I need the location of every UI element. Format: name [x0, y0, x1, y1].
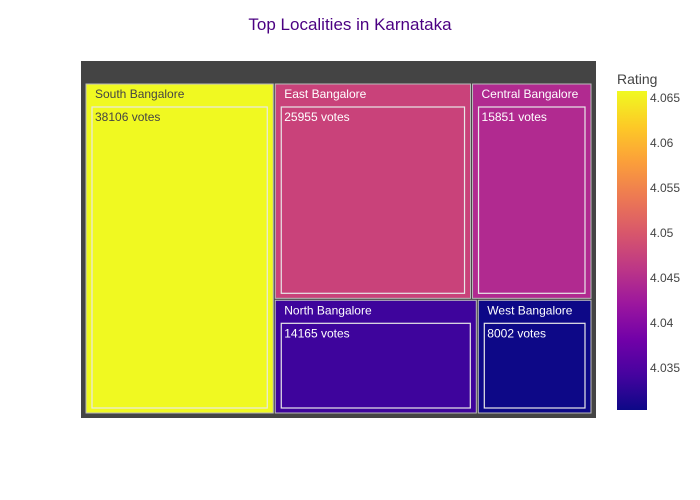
colorbar-tick-4-065: 4.065	[650, 91, 680, 105]
chart-title: Top Localities in Karnataka	[248, 15, 452, 34]
leaf-label-south-bangalore: 38106 votes	[95, 110, 160, 124]
colorbar-bar	[617, 91, 647, 410]
leaf-label-east-bangalore: 25955 votes	[284, 110, 349, 124]
leaf-rect-north-bangalore[interactable]	[280, 322, 471, 409]
leaf-rect-south-bangalore[interactable]	[91, 106, 268, 409]
tile-label-south-bangalore: South Bangalore	[95, 87, 185, 101]
leaf-rect-central-bangalore[interactable]	[477, 106, 586, 294]
tile-east-bangalore[interactable]: East Bangalore 25955 votes	[274, 83, 472, 299]
colorbar-tick-4-06: 4.06	[650, 136, 674, 150]
colorbar-title: Rating	[617, 71, 657, 87]
treemap-tiles: South Bangalore 38106 votes East Bangalore…	[85, 83, 592, 414]
colorbar-tick-4-035: 4.035	[650, 361, 680, 375]
tile-central-bangalore[interactable]: Central Bangalore 15851 votes	[472, 83, 592, 299]
colorbar-ticks: 4.065 4.06 4.055 4.05 4.045 4.04 4.035	[650, 91, 680, 375]
tile-west-bangalore[interactable]: West Bangalore 8002 votes	[477, 299, 592, 414]
tile-label-north-bangalore: North Bangalore	[284, 303, 372, 317]
leaf-label-central-bangalore: 15851 votes	[482, 110, 547, 124]
colorbar-tick-4-055: 4.055	[650, 181, 680, 195]
leaf-label-north-bangalore: 14165 votes	[284, 326, 349, 340]
tile-label-east-bangalore: East Bangalore	[284, 87, 366, 101]
colorbar-tick-4-045: 4.045	[650, 271, 680, 285]
leaf-label-west-bangalore: 8002 votes	[487, 326, 546, 340]
colorbar: Rating 4.065 4.06 4.055 4.05 4.045 4.04 4.035	[617, 71, 680, 410]
tile-label-west-bangalore: West Bangalore	[487, 303, 572, 317]
colorbar-tick-4-05: 4.05	[650, 226, 674, 240]
tile-south-bangalore[interactable]: South Bangalore 38106 votes	[85, 83, 274, 414]
leaf-rect-west-bangalore[interactable]	[483, 322, 586, 409]
tile-label-central-bangalore: Central Bangalore	[482, 87, 579, 101]
colorbar-tick-4-04: 4.04	[650, 316, 674, 330]
leaf-rect-east-bangalore[interactable]	[280, 106, 466, 294]
tile-north-bangalore[interactable]: North Bangalore 14165 votes	[274, 299, 477, 414]
